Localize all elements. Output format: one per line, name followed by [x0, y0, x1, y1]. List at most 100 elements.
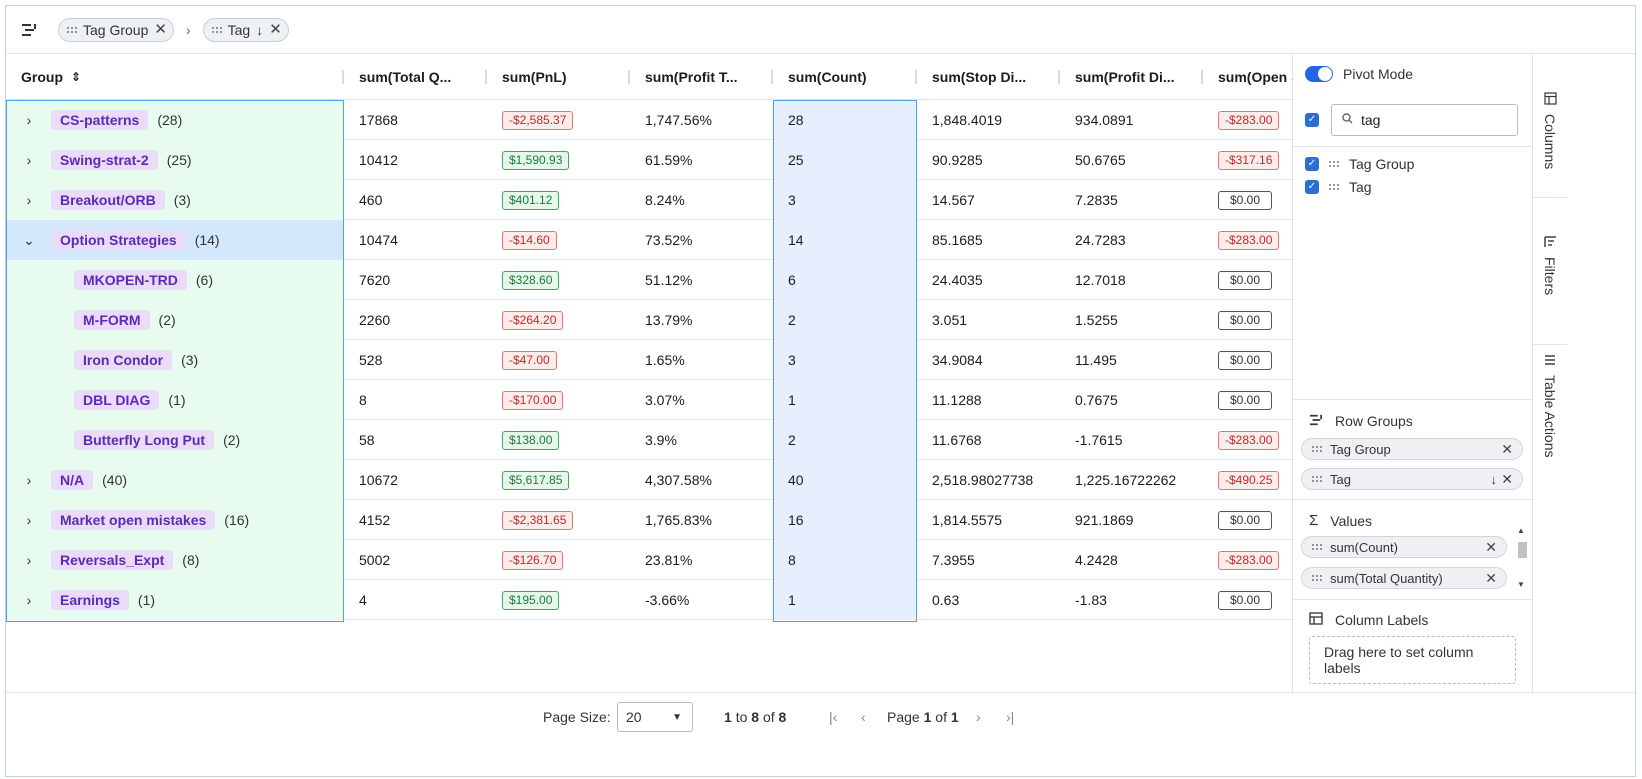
profit-distance-cell[interactable]: 24.7283: [1060, 220, 1203, 260]
profit-distance-cell[interactable]: 4.2428: [1060, 540, 1203, 580]
next-page-icon[interactable]: ›: [976, 708, 981, 725]
total-quantity-cell[interactable]: 8: [344, 380, 487, 420]
count-cell[interactable]: 3: [773, 340, 917, 380]
count-cell[interactable]: 25: [773, 140, 917, 180]
value-chip-count[interactable]: sum(Count) ✕: [1301, 536, 1507, 558]
scroll-up-icon[interactable]: ▲: [1517, 526, 1525, 535]
drag-handle-icon[interactable]: [1329, 182, 1339, 192]
profit-distance-cell[interactable]: 921.1869: [1060, 500, 1203, 540]
drag-handle-icon[interactable]: [1312, 542, 1322, 552]
values-scrollbar[interactable]: ▲ ▼: [1517, 526, 1527, 592]
sort-down-icon[interactable]: ↓: [256, 21, 264, 38]
total-quantity-cell[interactable]: 10412: [344, 140, 487, 180]
column-checkbox[interactable]: ✓: [1305, 157, 1319, 171]
sort-icon[interactable]: ⇕: [71, 70, 82, 84]
profit-target-cell[interactable]: 3.07%: [630, 380, 773, 420]
stop-distance-cell[interactable]: 14.567: [917, 180, 1060, 220]
count-cell[interactable]: 2: [773, 300, 917, 340]
stop-distance-cell[interactable]: 90.9285: [917, 140, 1060, 180]
pnl-cell[interactable]: $138.00: [487, 420, 630, 460]
scrollbar-thumb[interactable]: [1518, 542, 1527, 558]
count-cell[interactable]: 8: [773, 540, 917, 580]
open-stop-cell[interactable]: -$283.00: [1203, 100, 1292, 140]
open-stop-cell[interactable]: $0.00: [1203, 180, 1292, 220]
group-cell[interactable]: › Market open mistakes (16): [6, 500, 344, 540]
chevron-right-icon[interactable]: ›: [26, 112, 32, 128]
header-profit-target[interactable]: sum(Profit T...: [630, 54, 773, 100]
toggle-switch[interactable]: [1305, 66, 1333, 82]
pnl-cell[interactable]: -$170.00: [487, 380, 630, 420]
count-cell[interactable]: 1: [773, 380, 917, 420]
pivot-mode-toggle[interactable]: Pivot Mode: [1305, 66, 1413, 82]
drag-handle-icon[interactable]: [1312, 474, 1322, 484]
stop-distance-cell[interactable]: 2,518.98027738: [917, 460, 1060, 500]
table-row[interactable]: DBL DIAG (1) 8 -$170.00 3.07% 1 11.1288 0.7675 $…: [6, 380, 1292, 420]
chevron-right-icon[interactable]: ›: [26, 512, 32, 528]
column-search-input[interactable]: tag: [1331, 104, 1518, 136]
table-row[interactable]: M-FORM (2) 2260 -$264.20 13.79% 2 3.051 1.5255 $…: [6, 300, 1292, 340]
table-row[interactable]: › Market open mistakes (16) 4152 -$2,381.65 1…: [6, 500, 1292, 540]
count-cell[interactable]: 40: [773, 460, 917, 500]
tab-filters[interactable]: Filters: [1533, 226, 1567, 346]
row-group-chip-tag[interactable]: Tag ↓ ✕: [1301, 468, 1523, 490]
open-stop-cell[interactable]: $0.00: [1203, 380, 1292, 420]
header-pnl[interactable]: sum(PnL): [487, 54, 630, 100]
stop-distance-cell[interactable]: 11.6768: [917, 420, 1060, 460]
value-chip-total-quantity[interactable]: sum(Total Quantity) ✕: [1301, 567, 1507, 589]
profit-target-cell[interactable]: 8.24%: [630, 180, 773, 220]
total-quantity-cell[interactable]: 7620: [344, 260, 487, 300]
drag-handle-icon[interactable]: [1329, 159, 1339, 169]
drag-handle-icon[interactable]: [1312, 573, 1322, 583]
open-stop-cell[interactable]: -$283.00: [1203, 540, 1292, 580]
table-row[interactable]: › Reversals_Expt (8) 5002 -$126.70 23.81% 8 7.3…: [6, 540, 1292, 580]
open-stop-cell[interactable]: -$490.25: [1203, 460, 1292, 500]
pnl-cell[interactable]: $195.00: [487, 580, 630, 620]
stop-distance-cell[interactable]: 7.3955: [917, 540, 1060, 580]
column-checkbox[interactable]: ✓: [1305, 180, 1319, 194]
header-stop-distance[interactable]: sum(Stop Di...: [917, 54, 1060, 100]
table-row[interactable]: › Earnings (1) 4 $195.00 -3.66% 1 0.63 -1.83 $0.0…: [6, 580, 1292, 620]
group-cell[interactable]: › N/A (40): [6, 460, 344, 500]
page-size-select[interactable]: 20 ▼: [617, 702, 693, 732]
profit-target-cell[interactable]: 13.79%: [630, 300, 773, 340]
sort-down-icon[interactable]: ↓: [1490, 471, 1498, 487]
header-group[interactable]: Group ⇕: [6, 54, 344, 100]
open-stop-cell[interactable]: -$283.00: [1203, 420, 1292, 460]
tab-table-actions[interactable]: Table Actions: [1533, 344, 1567, 484]
first-page-icon[interactable]: |‹: [829, 708, 838, 725]
open-stop-cell[interactable]: $0.00: [1203, 300, 1292, 340]
open-stop-cell[interactable]: $0.00: [1203, 580, 1292, 620]
total-quantity-cell[interactable]: 4152: [344, 500, 487, 540]
table-row[interactable]: MKOPEN-TRD (6) 7620 $328.60 51.12% 6 24.4035 12…: [6, 260, 1292, 300]
previous-page-icon[interactable]: ‹: [861, 708, 866, 725]
profit-target-cell[interactable]: 73.52%: [630, 220, 773, 260]
close-icon[interactable]: ✕: [1485, 569, 1497, 586]
close-icon[interactable]: ✕: [1501, 470, 1513, 487]
open-stop-cell[interactable]: -$283.00: [1203, 220, 1292, 260]
stop-distance-cell[interactable]: 3.051: [917, 300, 1060, 340]
open-stop-cell[interactable]: $0.00: [1203, 340, 1292, 380]
header-open-stop[interactable]: sum(Open S: [1203, 54, 1292, 100]
group-cell[interactable]: MKOPEN-TRD (6): [6, 260, 344, 300]
chevron-right-icon[interactable]: ›: [26, 592, 32, 608]
pnl-cell[interactable]: $5,617.85: [487, 460, 630, 500]
total-quantity-cell[interactable]: 460: [344, 180, 487, 220]
stop-distance-cell[interactable]: 1,814.5575: [917, 500, 1060, 540]
close-icon[interactable]: ✕: [154, 21, 167, 38]
row-group-chip-tag-group[interactable]: Tag Group ✕: [1301, 438, 1523, 460]
profit-distance-cell[interactable]: 11.495: [1060, 340, 1203, 380]
column-resize-handle[interactable]: [485, 70, 487, 84]
count-cell[interactable]: 1: [773, 580, 917, 620]
pnl-cell[interactable]: -$2,585.37: [487, 100, 630, 140]
table-row[interactable]: Iron Condor (3) 528 -$47.00 1.65% 3 34.9084 11.…: [6, 340, 1292, 380]
open-stop-cell[interactable]: $0.00: [1203, 260, 1292, 300]
column-resize-handle[interactable]: [915, 70, 917, 84]
column-resize-handle[interactable]: [771, 70, 773, 84]
close-icon[interactable]: ✕: [1485, 538, 1497, 555]
count-cell[interactable]: 14: [773, 220, 917, 260]
column-resize-handle[interactable]: [628, 70, 630, 84]
profit-target-cell[interactable]: 3.9%: [630, 420, 773, 460]
table-row[interactable]: ⌄ Option Strategies (14) 10474 -$14.60 73.52%…: [6, 220, 1292, 260]
profit-target-cell[interactable]: 1,747.56%: [630, 100, 773, 140]
stop-distance-cell[interactable]: 1,848.4019: [917, 100, 1060, 140]
